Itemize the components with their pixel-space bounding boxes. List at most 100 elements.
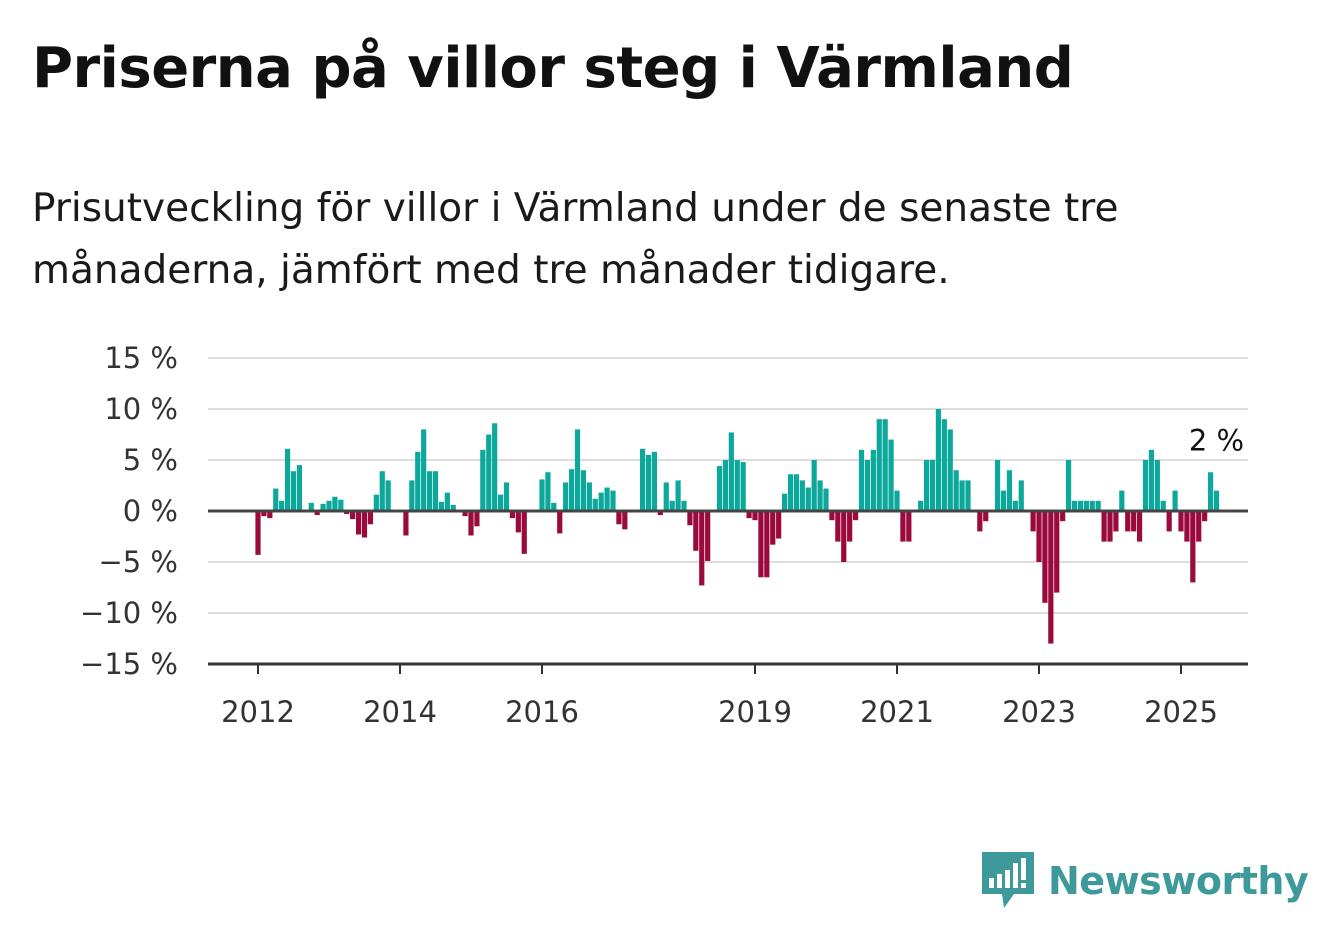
y-tick-label: −15 % <box>80 647 178 681</box>
bar <box>1178 511 1184 532</box>
bar <box>835 511 841 542</box>
bar <box>1213 490 1220 511</box>
bar <box>462 511 468 517</box>
bar <box>663 482 669 511</box>
bar <box>610 490 616 511</box>
bar <box>882 419 888 511</box>
bar <box>539 479 545 511</box>
last-value-label: 2 % <box>1189 424 1244 458</box>
bar <box>332 496 338 511</box>
bar <box>823 488 829 511</box>
x-tick-label: 2012 <box>221 695 295 729</box>
bar <box>1012 500 1018 511</box>
bar <box>468 511 474 536</box>
bar <box>799 480 805 511</box>
bar <box>959 480 965 511</box>
bar <box>545 472 551 511</box>
y-tick-label: −5 % <box>98 545 178 579</box>
bar <box>379 471 385 511</box>
bar <box>421 429 427 511</box>
bar <box>965 480 971 511</box>
chart-subtitle: Prisutveckling för villor i Värmland und… <box>32 186 1119 293</box>
bar <box>1166 511 1172 532</box>
bar <box>900 511 906 542</box>
chart-title: Priserna på villor steg i Värmland <box>32 36 1074 101</box>
brand-name: Newsworthy <box>1048 859 1309 903</box>
bar <box>1172 490 1178 511</box>
bar <box>675 480 681 511</box>
bar <box>1190 511 1196 583</box>
bars-layer <box>255 409 1220 644</box>
x-tick-label: 2025 <box>1144 695 1218 729</box>
bar <box>841 511 847 562</box>
bar <box>1077 500 1084 511</box>
bar <box>1065 460 1072 511</box>
bar <box>1095 500 1101 511</box>
y-tick-label: −10 % <box>80 596 178 630</box>
bar <box>367 511 374 525</box>
bar <box>1042 511 1048 603</box>
bar <box>906 511 912 542</box>
bar <box>1184 511 1190 542</box>
bar <box>616 511 622 525</box>
bar <box>350 511 356 520</box>
bar <box>592 498 598 511</box>
bar <box>728 432 734 511</box>
bar <box>1131 511 1137 532</box>
bar <box>1154 460 1160 511</box>
bar <box>438 501 445 511</box>
bar <box>722 460 729 511</box>
bar <box>918 500 924 511</box>
bar <box>320 503 326 511</box>
bar <box>1018 480 1024 511</box>
bar <box>947 429 953 511</box>
bar <box>645 454 652 511</box>
bar <box>1054 511 1060 593</box>
bar <box>521 511 527 554</box>
bar <box>515 511 521 533</box>
bar <box>639 448 646 511</box>
bar <box>817 480 823 511</box>
bar <box>492 423 498 511</box>
bar <box>480 449 486 511</box>
x-tick-label: 2021 <box>860 695 934 729</box>
x-tick-label: 2016 <box>505 695 579 729</box>
bar <box>373 494 379 511</box>
bar <box>409 480 415 511</box>
bar <box>923 460 930 511</box>
bar <box>1083 500 1089 511</box>
bar <box>290 471 297 511</box>
bar <box>864 460 871 511</box>
bar <box>1136 511 1143 542</box>
bar <box>746 511 752 519</box>
bar <box>681 500 687 511</box>
y-tick-label: 5 % <box>123 443 178 477</box>
bar <box>693 511 699 551</box>
bar <box>1202 511 1208 522</box>
bar <box>1036 511 1042 562</box>
x-tick-label: 2014 <box>363 695 437 729</box>
bar <box>568 469 575 511</box>
bar <box>781 493 788 511</box>
bar <box>894 490 900 511</box>
bar <box>314 511 320 516</box>
bar <box>563 482 569 511</box>
y-tick-label: 10 % <box>104 392 178 426</box>
bar <box>261 511 267 517</box>
bar <box>338 499 344 511</box>
bar <box>787 474 794 511</box>
bar <box>829 511 835 521</box>
bar <box>770 511 776 545</box>
bar <box>503 482 510 511</box>
bar <box>497 494 504 511</box>
bar <box>852 511 859 521</box>
bar <box>651 451 658 511</box>
bar <box>279 500 285 511</box>
y-tick-label: 0 % <box>123 494 178 528</box>
bar <box>1030 511 1036 532</box>
bar <box>699 511 705 586</box>
bar <box>805 487 811 511</box>
bar <box>474 511 480 527</box>
bar <box>941 419 947 511</box>
bar <box>793 474 800 511</box>
